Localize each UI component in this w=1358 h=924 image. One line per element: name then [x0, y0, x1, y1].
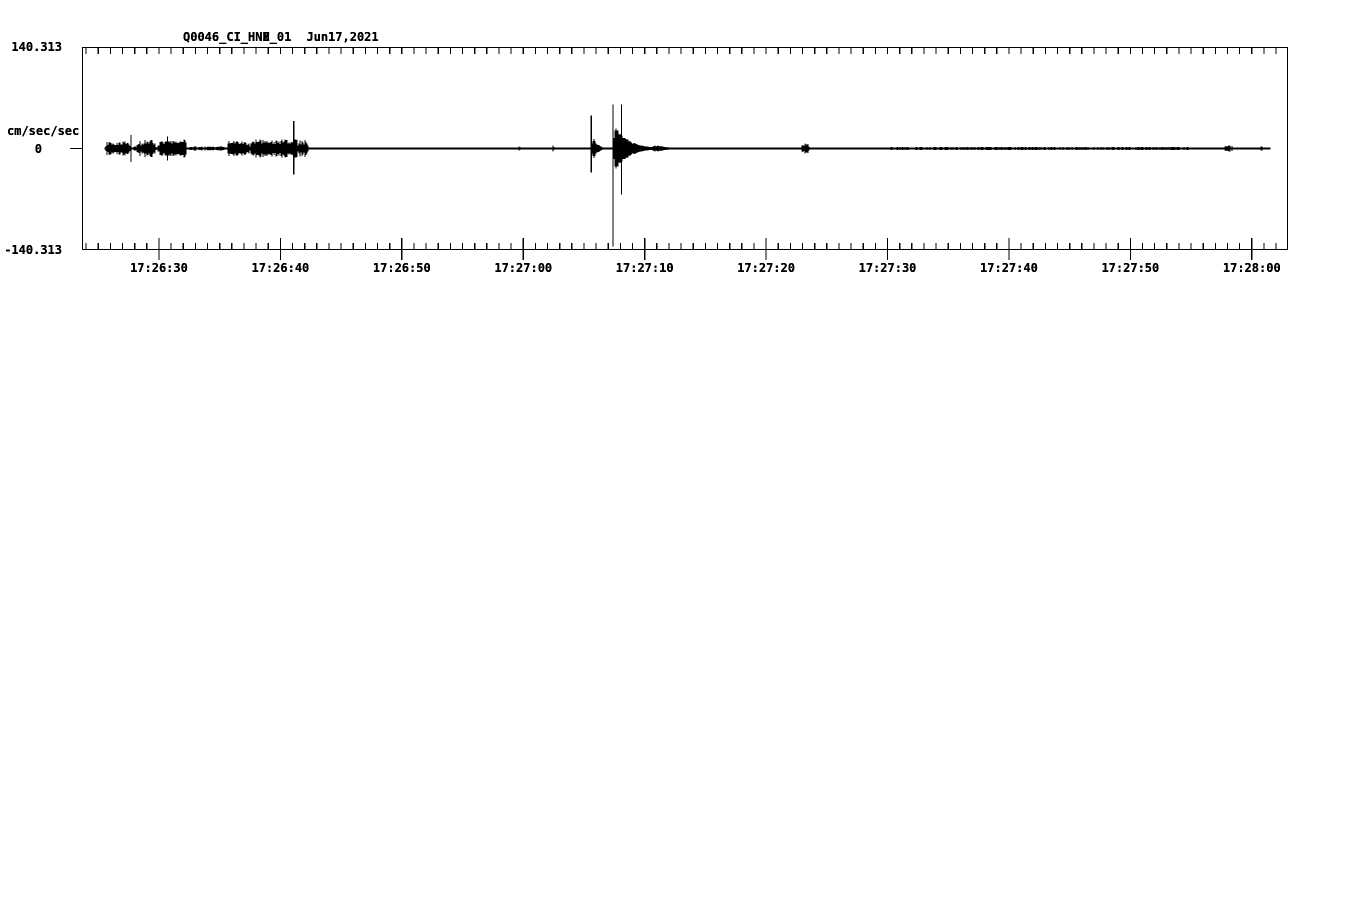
panel-title-station: Q0046_CI_HNN_01 [183, 30, 292, 44]
x-tick-label: 17:27:10 [615, 261, 674, 275]
y-axis-max-label: 140.313 [11, 40, 62, 54]
x-tick-label: 17:27:40 [980, 261, 1038, 275]
x-axis-labels: 17:26:30 17:26:40 17:26:50 17:27:00 17:27:10… [0, 261, 1358, 277]
x-tick-label: 17:26:50 [372, 261, 431, 275]
panel-title-date: Jun17,2021 [306, 30, 379, 44]
x-tick-label: 17:27:20 [737, 261, 795, 275]
panel-title-station: Q0046_CI_HNE_01 [183, 30, 292, 44]
panel-title-date: Jun17,2021 [306, 30, 379, 44]
x-tick-label: 17:27:00 [494, 261, 553, 275]
panel-title: Q0046_CI_HNE_01 Jun17,2021 [183, 30, 379, 44]
x-tick-label: 17:27:50 [1101, 261, 1160, 275]
seismic-trace-spikes [130, 104, 623, 177]
axis-ticks [70, 47, 1277, 260]
x-tick-label: 17:28:00 [1222, 261, 1281, 275]
x-tick-label: 17:27:30 [858, 261, 917, 275]
x-tick-label: 17:28:00 [1222, 261, 1281, 275]
x-tick-label: 17:26:40 [251, 261, 310, 275]
waveform-plot [70, 47, 1289, 260]
x-tick-label: 17:27:10 [615, 261, 674, 275]
x-tick-label: 17:27:00 [494, 261, 553, 275]
x-tick-label: 17:27:10 [615, 261, 674, 275]
x-axis-labels: 17:26:30 17:26:40 17:26:50 17:27:00 17:27:10… [0, 261, 1358, 277]
x-tick-label: 17:27:20 [737, 261, 795, 275]
x-tick-label: 17:26:30 [130, 261, 188, 275]
y-axis-zero-label: 0 [34, 142, 42, 156]
y-axis-min-label: -140.313 [4, 243, 62, 257]
panel-title-station: Q0046_CI_HNZ_01 [183, 30, 292, 44]
y-axis-unit-label: cm/sec/sec [7, 124, 80, 138]
y-axis-unit-label: cm/sec/sec [7, 124, 80, 138]
x-tick-label: 17:27:50 [1101, 261, 1160, 275]
x-tick-label: 17:27:30 [858, 261, 917, 275]
y-axis-max-label: 140.313 [11, 40, 62, 54]
seismogram-panel-hnz: Q0046_CI_HNZ_01 Jun17,2021 140.313 cm/sec… [0, 0, 1358, 310]
x-tick-label: 17:27:40 [980, 261, 1038, 275]
x-tick-label: 17:27:00 [494, 261, 553, 275]
panel-title-date: Jun17,2021 [306, 30, 379, 44]
seismic-trace [104, 129, 1271, 168]
x-tick-label: 17:26:40 [251, 261, 310, 275]
panel-title: Q0046_CI_HNN_01 Jun17,2021 [183, 30, 379, 44]
panel-title: Q0046_CI_HNZ_01 Jun17,2021 [183, 30, 379, 44]
y-axis-max-label: 140.313 [11, 40, 62, 54]
x-tick-label: 17:28:00 [1222, 261, 1281, 275]
y-axis-zero-label: 0 [34, 142, 42, 156]
x-tick-label: 17:27:30 [858, 261, 917, 275]
y-axis-unit-label: cm/sec/sec [7, 124, 80, 138]
x-axis-labels: 17:26:30 17:26:40 17:26:50 17:27:00 17:27:10… [0, 261, 1358, 277]
x-tick-label: 17:26:30 [130, 261, 188, 275]
x-tick-label: 17:26:50 [372, 261, 431, 275]
y-axis-zero-label: 0 [34, 142, 42, 156]
x-tick-label: 17:27:20 [737, 261, 795, 275]
plot-frame [81, 47, 1289, 251]
y-axis-min-label: -140.313 [4, 243, 62, 257]
x-tick-label: 17:26:50 [372, 261, 431, 275]
x-tick-label: 17:27:50 [1101, 261, 1160, 275]
x-tick-label: 17:26:40 [251, 261, 310, 275]
x-tick-label: 17:27:40 [980, 261, 1038, 275]
x-tick-label: 17:26:30 [130, 261, 188, 275]
y-axis-min-label: -140.313 [4, 243, 62, 257]
